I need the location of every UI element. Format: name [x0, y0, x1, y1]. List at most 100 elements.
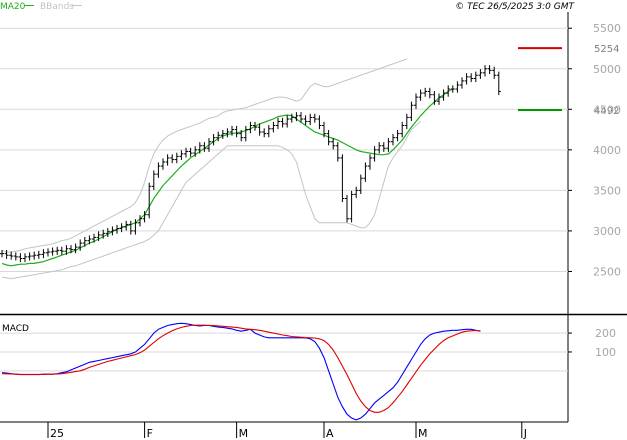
price-bar	[377, 142, 382, 154]
price-bar	[92, 233, 96, 243]
price-bar	[87, 235, 92, 245]
price-bar	[50, 247, 55, 256]
signal-line	[1, 324, 481, 413]
price-bar	[349, 190, 354, 223]
price-bar	[432, 91, 437, 105]
price-bar	[225, 128, 230, 138]
price-bar	[156, 162, 161, 178]
price-bar	[9, 251, 14, 260]
x-tick-label-M: M	[239, 427, 249, 440]
price-bar	[23, 253, 27, 263]
macd-label: MACD	[2, 324, 29, 334]
x-tick-label-J: J	[523, 427, 527, 440]
price-bar	[4, 249, 9, 259]
price-bar	[437, 93, 441, 105]
price-bar	[133, 219, 138, 235]
lower-band-line	[1, 121, 421, 280]
price-bar	[294, 112, 299, 122]
price-bar	[358, 174, 363, 195]
price-bar	[322, 121, 326, 138]
price-bar	[174, 152, 179, 164]
price-bar	[59, 246, 64, 255]
price-bar	[400, 121, 405, 138]
price-bar	[18, 253, 23, 263]
price-bar	[441, 89, 446, 101]
legend-ma-label: MA20	[0, 2, 26, 12]
legend: MA20 BBands	[0, 2, 82, 12]
price-bar	[110, 226, 115, 236]
price-levels: 5254 4492	[518, 44, 619, 117]
price-bar	[331, 138, 336, 150]
price-bar	[69, 245, 73, 254]
price-bar	[142, 211, 147, 223]
price-bar	[82, 237, 87, 247]
price-bar	[248, 121, 253, 134]
price-bar	[326, 129, 331, 146]
x-tick-label-25: 25	[50, 427, 64, 440]
price-bar	[345, 194, 349, 223]
price-bar	[243, 125, 248, 142]
copyright-text: © TEC 26/5/2025 3:0 GMT	[455, 2, 575, 12]
price-bar	[464, 73, 469, 85]
price-bar	[487, 65, 492, 75]
price-bar	[64, 245, 69, 255]
price-bar	[184, 147, 188, 158]
y-tick-label-5500: 5500	[593, 22, 621, 35]
support-label: 4492	[594, 106, 619, 117]
price-bar	[41, 249, 46, 259]
price-bar	[368, 154, 372, 170]
price-bar	[216, 131, 221, 142]
price-bar	[381, 142, 386, 152]
price-bar	[303, 115, 308, 126]
price-bar	[36, 250, 41, 259]
price-bar	[391, 134, 395, 146]
price-bar	[455, 81, 460, 93]
price-bar	[427, 87, 432, 99]
price-bar	[418, 89, 423, 101]
price-bar	[280, 117, 285, 128]
price-bar	[299, 112, 303, 123]
price-bar	[469, 73, 474, 83]
price-bar	[460, 77, 464, 89]
price-bar	[211, 134, 216, 146]
y-tick-label-4000: 4000	[593, 144, 621, 157]
price-bar	[105, 228, 110, 237]
price-bar	[165, 154, 170, 166]
price-bar	[257, 123, 262, 136]
price-bar	[266, 125, 271, 138]
y-tick-label-3000: 3000	[593, 225, 621, 238]
price-bar	[124, 220, 129, 231]
price-bar	[101, 229, 106, 239]
price-bar	[483, 65, 487, 77]
price-bar	[450, 85, 455, 93]
price-bar	[188, 147, 193, 157]
x-tick-label-A: A	[326, 427, 334, 440]
price-bar	[230, 125, 234, 136]
price-grid	[0, 27, 568, 272]
price-bar	[414, 93, 418, 109]
price-bar	[115, 224, 119, 234]
price-bar	[0, 249, 4, 258]
price-bar	[409, 101, 414, 122]
price-bar	[27, 252, 32, 261]
y-tick-label-2500: 2500	[593, 265, 621, 278]
price-bar	[308, 113, 313, 126]
bollinger-bands	[1, 58, 421, 280]
price-bar	[73, 243, 78, 254]
price-bar	[276, 117, 280, 130]
price-bar	[128, 220, 133, 235]
price-bar	[46, 248, 50, 257]
price-bar	[234, 125, 239, 138]
y-tick-label-3500: 3500	[593, 184, 621, 197]
price-bar	[496, 71, 501, 96]
price-bar	[335, 142, 340, 162]
price-bar	[96, 231, 101, 242]
macd-line	[1, 322, 481, 421]
price-bar	[478, 69, 483, 79]
price-bar	[446, 85, 451, 97]
price-bar	[202, 142, 207, 152]
price-bars	[0, 65, 501, 263]
price-bar	[55, 246, 60, 255]
legend-ma-swatch	[24, 5, 34, 6]
price-bar	[147, 182, 152, 219]
